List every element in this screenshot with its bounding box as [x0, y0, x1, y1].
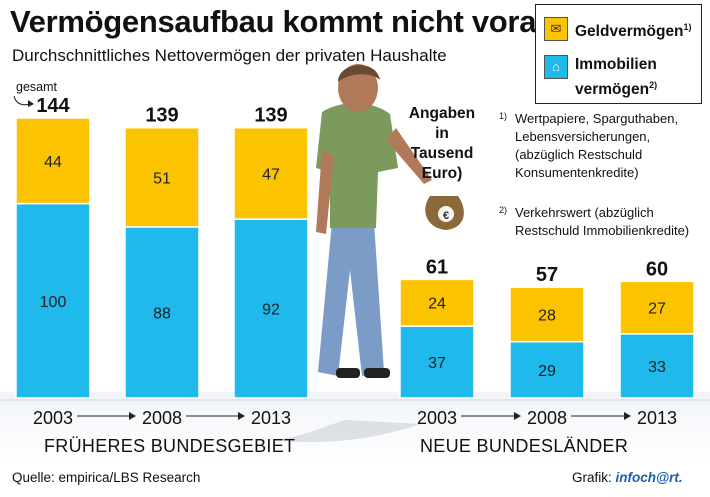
bar-total-label: 139 — [254, 105, 287, 127]
bar-total-label: 61 — [426, 256, 448, 278]
legend-geld-label: Geldvermögen — [575, 23, 684, 41]
total-pointer-head — [28, 100, 34, 107]
svg-text:€: € — [443, 210, 449, 222]
bar-value-label: 51 — [153, 170, 171, 187]
bar-immobilien-1-0 — [399, 325, 475, 399]
bar-value-label: 28 — [538, 307, 556, 324]
legend-item-immobilien: ⌂ Immobilien vermögen2) — [544, 55, 657, 100]
x-tick-label: 2013 — [637, 408, 677, 428]
bar-value-label: 88 — [153, 305, 171, 322]
bar-total-label: 144 — [36, 95, 70, 117]
legend: ✉ Geldvermögen1) ⌂ Immobilien vermögen2) — [535, 4, 702, 104]
x-tick-label: 2008 — [527, 408, 567, 428]
timeline-arrow-head — [238, 412, 245, 420]
bar-value-label: 27 — [648, 301, 666, 318]
bar-total-label: 139 — [145, 105, 178, 127]
bar-value-label: 47 — [262, 166, 280, 183]
bar-geld-0-2 — [233, 126, 309, 220]
bar-value-label: 29 — [538, 363, 556, 380]
bar-value-label: 100 — [40, 294, 67, 311]
legend-immo-label-1: Immobilien — [575, 56, 657, 73]
bar-value-label: 24 — [428, 296, 446, 313]
footnote-1-text: Wertpapiere, Sparguthaben, Lebensversich… — [515, 111, 679, 180]
chart-title: Vermögensaufbau kommt nicht voran — [10, 4, 555, 39]
bar-geld-1-1 — [509, 286, 585, 343]
bar-value-label: 44 — [44, 154, 62, 171]
money-icon: ✉ — [544, 17, 568, 41]
bar-total-label: 57 — [536, 264, 558, 286]
x-tick-label: 2013 — [251, 408, 291, 428]
x-tick-label: 2003 — [33, 408, 73, 428]
footnote-1: 1) Wertpapiere, Sparguthaben, Lebensvers… — [499, 110, 703, 182]
bar-geld-0-1 — [124, 126, 200, 228]
credit: Grafik: infoch@rt. — [572, 470, 683, 485]
bar-total-label: 60 — [646, 258, 668, 280]
timeline-arrow-head — [129, 412, 136, 420]
timeline-arrow-head — [514, 412, 521, 420]
footnote-2-ref: 2) — [499, 205, 508, 215]
total-pointer-arrow — [13, 95, 31, 106]
footnote-1-ref: 1) — [499, 111, 508, 121]
bar-value-label: 92 — [262, 302, 280, 319]
bar-geld-1-0 — [399, 278, 475, 327]
footnote-2: 2) Verkehrswert (abzüglich Restschuld Im… — [499, 204, 703, 240]
infochart-logo: infoch@rt. — [615, 470, 683, 485]
x-tick-label: 2003 — [417, 408, 457, 428]
bar-immobilien-0-0 — [15, 202, 91, 399]
legend-item-geldvermoegen: ✉ Geldvermögen1) — [544, 17, 692, 42]
timeline-arrow-head — [624, 412, 631, 420]
source-note: Quelle: empirica/LBS Research — [12, 470, 201, 485]
bar-value-label: 37 — [428, 355, 446, 372]
legend-geld-ref: 1) — [683, 22, 692, 32]
bar-geld-0-0 — [15, 117, 91, 205]
total-label: gesamt — [16, 80, 57, 94]
footnote-2-text: Verkehrswert (abzüglich Restschuld Immob… — [515, 205, 690, 238]
x-tick-label: 2008 — [142, 408, 182, 428]
bar-value-label: 33 — [648, 359, 666, 376]
region-label-east: NEUE BUNDESLÄNDER — [420, 436, 629, 456]
bar-immobilien-1-1 — [509, 340, 585, 399]
unit-note: Angaben in Tausend Euro) — [408, 105, 476, 182]
house-icon: ⌂ — [544, 55, 568, 79]
bar-geld-1-2 — [619, 280, 695, 335]
chart-subtitle: Durchschnittliches Nettovermögen der pri… — [12, 46, 447, 65]
legend-immo-label-2: vermögen — [575, 81, 650, 99]
person-illustration: € — [316, 64, 464, 378]
legend-immo-ref: 2) — [649, 80, 658, 90]
credit-prefix: Grafik: — [572, 470, 616, 485]
region-label-west: FRÜHERES BUNDESGEBIET — [44, 436, 296, 456]
